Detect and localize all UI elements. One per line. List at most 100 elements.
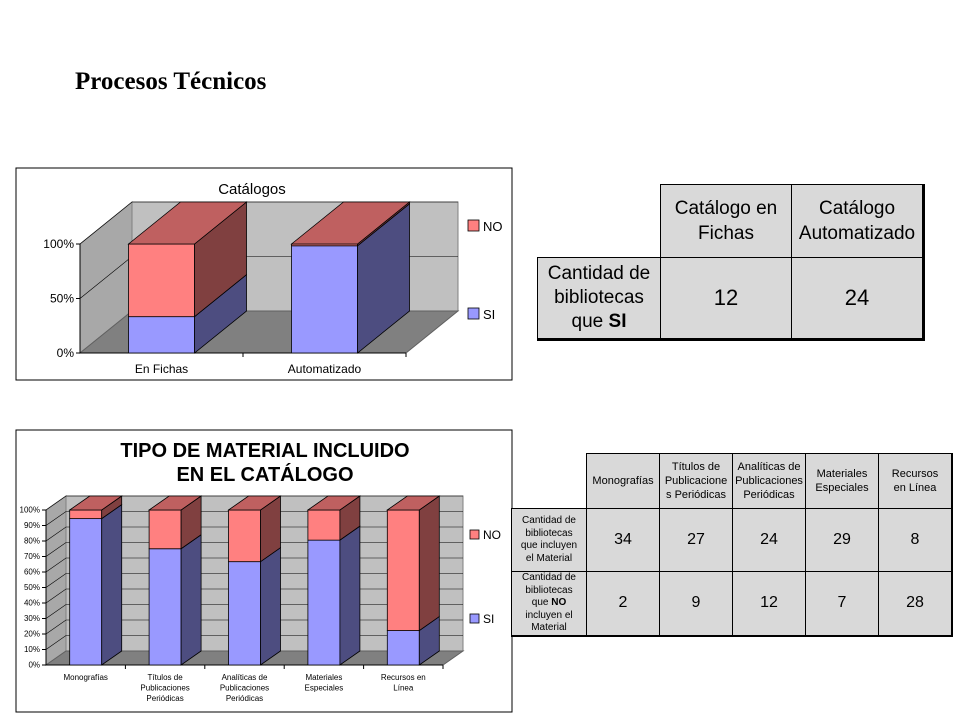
bar-si <box>128 316 195 354</box>
table2-cell: 9 <box>659 571 733 636</box>
table2-header-recursos: Recursos en Línea <box>878 453 953 509</box>
table1-header-automatizado-line2: Automatizado <box>798 223 916 244</box>
table2-header-3-line1: Materiales <box>816 468 868 480</box>
table1-row-label-bold: SI <box>608 311 627 332</box>
table2-header-materiales: Materiales Especiales <box>805 453 879 509</box>
y-tick-label: 30% <box>24 614 40 623</box>
bar-top <box>227 495 282 511</box>
y-tick-label: 0% <box>57 346 75 360</box>
bar-no <box>148 509 182 550</box>
bar-side-si <box>180 533 202 666</box>
table2-row1-label-line4: incluyen el <box>525 609 573 621</box>
table2-header-4-line1: Recursos <box>891 468 939 480</box>
tipo-material-table: Monografías Títulos de Publicacione s Pe… <box>511 453 953 637</box>
bar-top <box>127 201 248 245</box>
bar-si <box>148 548 182 666</box>
table2-header-4-line2: en Línea <box>893 482 937 494</box>
table2-header-3-line2: Especiales <box>815 482 869 494</box>
table1-corner <box>538 185 661 258</box>
chart-title: TIPO DE MATERIAL INCLUIDO <box>120 440 409 462</box>
table1-header-fichas-line2: Fichas <box>698 223 754 244</box>
y-tick-label: 50% <box>50 292 74 306</box>
legend-label-no: NO <box>483 528 501 542</box>
bar-no <box>128 243 195 318</box>
table2-header-titulos: Títulos de Publicacione s Periódicas <box>659 453 733 509</box>
bar-side-no <box>418 495 440 632</box>
catalogos-table: Catálogo en Fichas Catálogo Automatizado… <box>537 184 925 341</box>
y-tick-label: 80% <box>24 537 40 546</box>
bar-no <box>228 509 261 563</box>
x-tick-label: Línea <box>393 684 414 693</box>
bar-si <box>69 518 103 666</box>
y-tick-label: 100% <box>20 506 40 515</box>
table2-cell: 8 <box>878 508 953 572</box>
table2-cell: 34 <box>586 508 660 572</box>
x-tick-label: En Fichas <box>135 362 188 376</box>
chart-title: EN EL CATÁLOGO <box>176 463 353 486</box>
y-tick-label: 40% <box>24 599 40 608</box>
y-tick-label: 100% <box>43 237 74 251</box>
y-tick-label: 60% <box>24 568 40 577</box>
x-tick-label: Periódicas <box>226 694 263 703</box>
table2-header-2-line3: Periódicas <box>743 489 795 501</box>
table2-header-0-line1: Monografías <box>592 475 654 487</box>
table2-header-analiticas: Analíticas de Publicaciones Periódicas <box>732 453 806 509</box>
bar-si <box>291 245 358 354</box>
table1-header-automatizado-line1: Catálogo <box>818 198 896 219</box>
table1-row-label-line2: bibliotecas <box>554 287 644 308</box>
table2-row1-label-line2: bibliotecas <box>525 584 573 596</box>
y-tick-label: 0% <box>28 661 40 670</box>
legend-label-si: SI <box>483 612 494 626</box>
legend-label-si: SI <box>483 307 495 322</box>
table2-header-1-line1: Títulos de <box>671 461 721 473</box>
table2-cell: 24 <box>732 508 806 572</box>
bar-top <box>306 495 362 511</box>
bar-top <box>290 201 411 245</box>
table2-cell: 2 <box>586 571 660 636</box>
table2-row-label-no: Cantidad de bibliotecas que NO incluyen … <box>511 571 587 636</box>
table1-header-automatizado: Catálogo Automatizado <box>791 184 924 258</box>
bar-top <box>386 495 441 511</box>
x-tick-label: Recursos en <box>381 673 426 682</box>
x-tick-label: Automatizado <box>288 362 362 376</box>
table2-row0-label-line3: que incluyen <box>520 540 578 551</box>
x-tick-label: Publicaciones <box>140 684 189 693</box>
table1-header-fichas-line1: Catálogo en <box>674 198 778 219</box>
bar-side-si <box>260 546 281 666</box>
bar-side-si <box>339 525 361 666</box>
table2-row-label-si: Cantidad de bibliotecas que incluyen el … <box>511 508 587 572</box>
bar-top <box>68 495 123 511</box>
table2-corner <box>512 454 587 509</box>
x-tick-label: Monografías <box>63 673 107 682</box>
y-tick-label: 10% <box>24 645 40 654</box>
bar-no <box>307 509 341 541</box>
table2-cell: 29 <box>805 508 879 572</box>
y-tick-label: 50% <box>24 583 40 592</box>
table2-header-1-line2: Publicacione <box>664 475 728 487</box>
page-title: Procesos Técnicos <box>75 68 267 95</box>
table2-row1-label-pre: que <box>531 597 552 608</box>
bar-no <box>69 509 103 520</box>
legend-label-no: NO <box>483 219 503 234</box>
y-tick-label: 70% <box>24 552 40 561</box>
table1-value-automatizado: 24 <box>791 257 924 340</box>
x-tick-label: Materiales <box>305 673 342 682</box>
bar-si <box>307 539 341 666</box>
table2-row0-label-line2: bibliotecas <box>525 527 573 539</box>
table1-value-fichas: 12 <box>660 257 792 340</box>
bar-si <box>228 561 261 666</box>
table2-cell: 27 <box>659 508 733 572</box>
bar-no <box>386 509 420 631</box>
bar-si <box>386 630 420 666</box>
y-tick-label: 20% <box>24 630 40 639</box>
table2-row0-label-line4: el Material <box>525 552 573 564</box>
x-tick-label: Títulos de <box>148 673 184 682</box>
y-tick-label: 90% <box>24 521 40 530</box>
table1-row-label: Cantidad de bibliotecas que SI <box>537 257 661 340</box>
table2-row1-label-line5: Material <box>531 622 567 633</box>
table2-row0-label-line1: Cantidad de <box>522 515 576 526</box>
table2-header-2-line2: Publicaciones <box>735 475 803 487</box>
legend-swatch-si <box>469 613 480 624</box>
